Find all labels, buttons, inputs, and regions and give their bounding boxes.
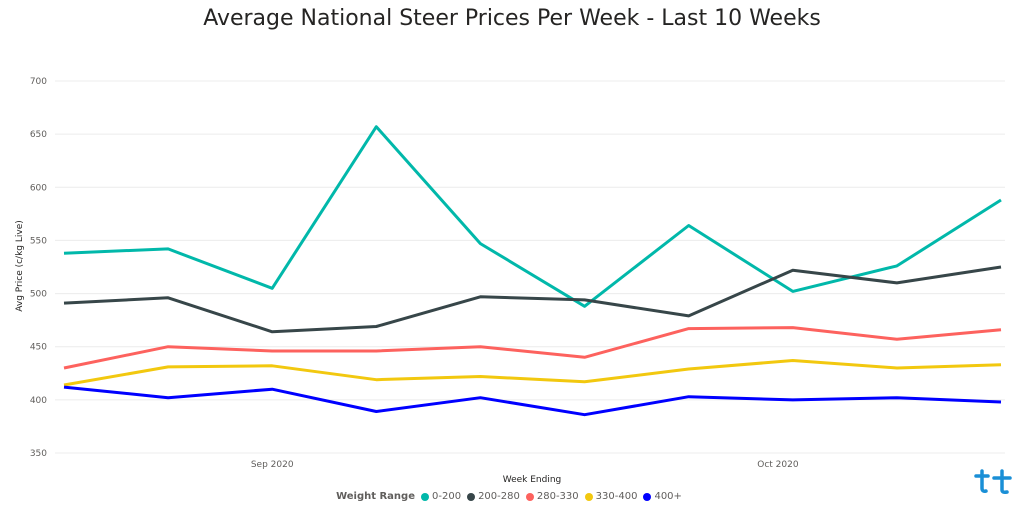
legend-label: 0-200 — [432, 491, 462, 502]
chart-title: Average National Steer Prices Per Week -… — [203, 6, 821, 31]
y-tick-label: 450 — [30, 343, 47, 353]
series-line-400+ — [63, 385, 1002, 417]
legend-item-280-330[interactable]: 280-330 — [525, 491, 579, 502]
legend-marker — [643, 492, 652, 501]
series-line-280-330 — [63, 326, 1002, 370]
legend-label: 280-330 — [536, 491, 579, 502]
y-tick-label: 550 — [30, 236, 47, 246]
legend-item-330-400[interactable]: 330-400 — [584, 491, 638, 502]
x-tick-label: Oct 2020 — [757, 460, 799, 470]
brand-logo-icon — [974, 469, 1012, 494]
legend-marker — [525, 492, 534, 501]
series-line-0-200 — [63, 125, 1002, 308]
y-tick-label: 400 — [30, 396, 47, 406]
y-tick-label: 700 — [30, 77, 47, 87]
legend-marker — [421, 492, 429, 501]
legend-label: 200-280 — [478, 491, 520, 502]
x-axis-label: Week Ending — [503, 475, 562, 485]
legend-label: 400+ — [654, 491, 682, 502]
legend-item-0-200[interactable]: 0-200 — [421, 491, 461, 502]
y-tick-label: 500 — [30, 290, 47, 300]
y-tick-label: 350 — [30, 449, 47, 459]
legend: Weight Range 0-200 200-280 280-330 330-400 4… — [0, 491, 1024, 502]
series-line-330-400 — [63, 359, 1002, 387]
gridlines — [55, 80, 1005, 454]
legend-marker — [584, 492, 593, 501]
legend-title: Weight Range — [336, 491, 415, 502]
series-lines — [63, 125, 1002, 417]
y-axis-label: Avg Price (c/kg Live) — [15, 220, 25, 312]
legend-marker — [467, 492, 476, 501]
y-tick-label: 600 — [30, 183, 47, 193]
legend-label: 330-400 — [595, 491, 638, 502]
x-tick-labels: Sep 2020 Oct 2020 — [251, 460, 799, 470]
series-line-200-280 — [63, 265, 1002, 334]
y-tick-label: 650 — [30, 130, 47, 140]
x-tick-label: Sep 2020 — [251, 460, 294, 470]
legend-item-400+[interactable]: 400+ — [643, 491, 682, 502]
y-tick-labels: 350 400 450 500 550 600 650 700 — [30, 77, 47, 459]
legend-item-200-280[interactable]: 200-280 — [467, 491, 520, 502]
